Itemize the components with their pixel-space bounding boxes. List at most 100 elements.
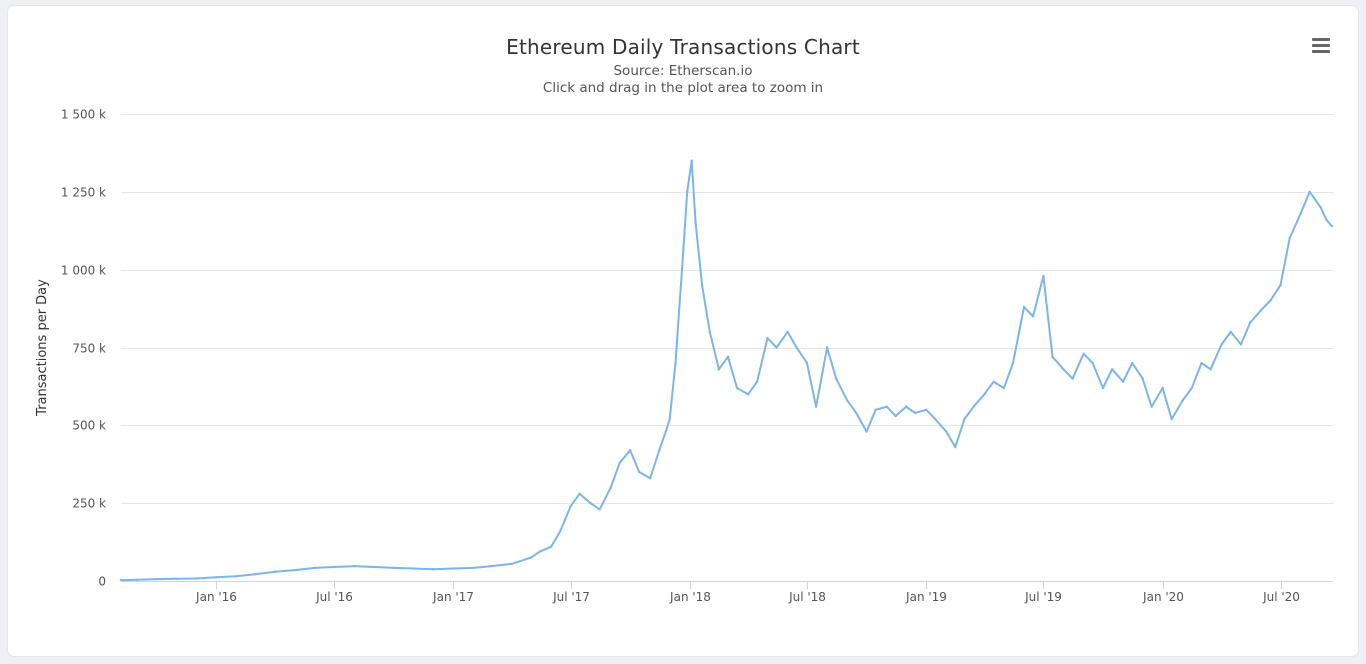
data-point xyxy=(1121,380,1125,383)
data-point xyxy=(735,386,739,390)
menu-bar-bottom xyxy=(1312,50,1330,53)
data-point xyxy=(472,566,475,570)
data-point xyxy=(1259,308,1263,312)
data-point xyxy=(609,486,612,489)
chart-subtitle: Source: Etherscan.io xyxy=(613,63,753,79)
data-point xyxy=(972,405,975,408)
data-point xyxy=(155,577,158,581)
context-menu-button[interactable] xyxy=(1310,35,1332,57)
data-point xyxy=(1319,206,1322,209)
data-point xyxy=(1209,368,1212,371)
data-point xyxy=(1288,237,1291,240)
data-point xyxy=(1248,321,1252,324)
data-point xyxy=(1299,212,1302,215)
data-point xyxy=(1131,361,1134,365)
data-point xyxy=(814,405,818,408)
data-point xyxy=(1308,190,1311,193)
data-point xyxy=(805,361,809,365)
data-point xyxy=(835,377,838,380)
data-point xyxy=(194,577,198,580)
data-point xyxy=(559,530,562,533)
data-point xyxy=(1022,305,1026,309)
data-point xyxy=(717,368,721,371)
data-point xyxy=(746,393,750,396)
data-point xyxy=(1325,218,1328,222)
data-point xyxy=(353,564,356,568)
data-point xyxy=(1229,330,1232,334)
data-point xyxy=(490,564,493,568)
data-point xyxy=(332,565,336,569)
data-point xyxy=(1042,274,1045,278)
data-point xyxy=(726,355,730,358)
data-point xyxy=(293,568,296,572)
data-point xyxy=(529,556,533,559)
x-tick-label: Jan '16 xyxy=(195,590,237,604)
data-point xyxy=(215,576,218,579)
y-tick-label: 1 000 k xyxy=(61,264,106,278)
x-tick-label: Jul '16 xyxy=(315,590,353,604)
data-point xyxy=(1269,299,1272,302)
y-tick-label: 500 k xyxy=(72,419,106,433)
data-point xyxy=(1051,355,1054,358)
data-point xyxy=(1181,399,1184,402)
data-point xyxy=(992,380,995,383)
data-point xyxy=(846,399,849,402)
data-point xyxy=(1062,368,1065,371)
series-line xyxy=(120,159,1333,582)
data-point xyxy=(1220,343,1223,346)
data-point xyxy=(1161,386,1164,390)
x-tick-label: Jul '19 xyxy=(1024,590,1062,604)
data-point xyxy=(1091,361,1094,365)
data-point xyxy=(578,492,581,495)
data-point xyxy=(755,380,759,383)
data-point xyxy=(766,337,769,340)
data-point xyxy=(569,505,572,508)
data-point xyxy=(658,449,661,452)
chart-zoom-hint: Click and drag in the plot area to zoom … xyxy=(542,80,824,96)
data-point xyxy=(119,578,123,582)
data-point xyxy=(1330,224,1333,228)
data-point xyxy=(313,566,316,570)
data-point xyxy=(775,346,778,349)
data-point xyxy=(700,284,704,287)
data-point xyxy=(274,570,277,573)
x-tick-label: Jan '17 xyxy=(432,590,474,604)
data-point xyxy=(618,461,621,464)
data-point xyxy=(549,545,553,548)
data-point xyxy=(1150,405,1153,408)
x-tick-label: Jul '20 xyxy=(1262,590,1300,604)
data-point xyxy=(914,411,917,415)
data-point xyxy=(638,470,641,474)
data-point xyxy=(598,508,601,511)
data-point xyxy=(510,562,513,566)
data-point xyxy=(1031,315,1035,318)
data-point xyxy=(1279,284,1282,287)
chart-title: Ethereum Daily Transactions Chart xyxy=(506,35,860,59)
data-point xyxy=(1002,386,1006,390)
data-point xyxy=(253,573,257,576)
data-point xyxy=(235,575,238,578)
y-tick-label: 250 k xyxy=(72,497,106,511)
data-point xyxy=(412,567,415,570)
data-point xyxy=(934,417,937,421)
data-point xyxy=(855,411,858,415)
data-point xyxy=(538,550,542,553)
x-tick-label: Jan '18 xyxy=(669,590,711,604)
y-tick-label: 1 500 k xyxy=(61,108,106,122)
y-tick-label: 1 250 k xyxy=(61,186,106,200)
data-point xyxy=(175,577,178,580)
data-point xyxy=(874,408,877,411)
y-axis-title: Transactions per Day xyxy=(35,279,50,417)
data-point xyxy=(373,565,376,569)
data-point xyxy=(1101,386,1105,390)
data-point xyxy=(885,405,888,408)
data-point xyxy=(589,502,592,505)
data-point xyxy=(1170,417,1173,421)
data-point xyxy=(452,567,455,570)
x-tick-label: Jan '20 xyxy=(1142,590,1184,604)
data-point xyxy=(925,408,928,411)
data-point xyxy=(664,430,667,433)
y-tick-label: 0 xyxy=(98,575,106,589)
data-point xyxy=(680,268,684,271)
